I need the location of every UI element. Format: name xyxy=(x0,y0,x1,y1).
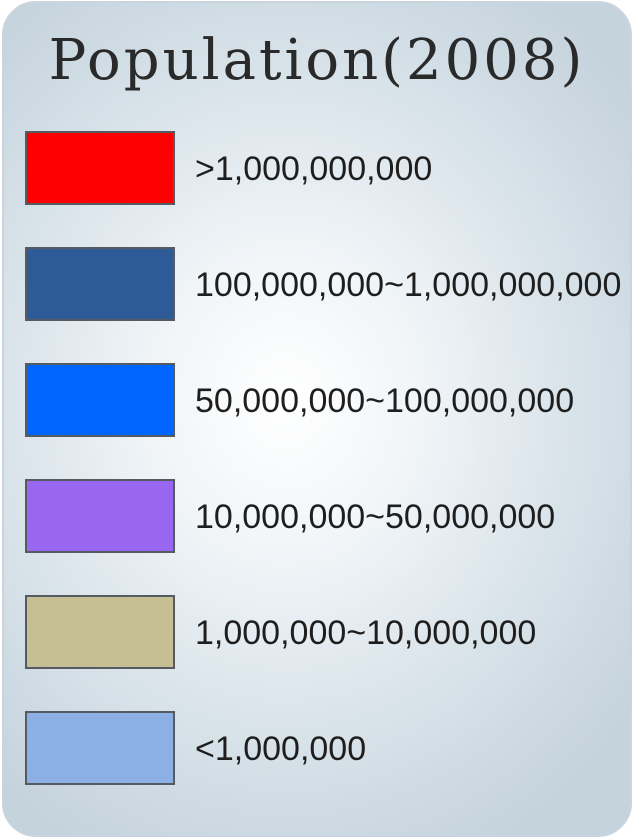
legend-swatch xyxy=(25,595,175,669)
legend-swatch xyxy=(25,363,175,437)
legend-range-label: <1,000,000 xyxy=(195,730,367,768)
legend-range-label: 1,000,000~10,000,000 xyxy=(195,614,537,652)
legend-swatch xyxy=(25,711,175,785)
legend-item-over-1b: >1,000,000,000 xyxy=(25,131,625,207)
legend-title: Population(2008) xyxy=(48,28,586,93)
legend-range-label: 100,000,000~1,000,000,000 xyxy=(195,266,622,304)
legend-item-100m-1b: 100,000,000~1,000,000,000 xyxy=(25,247,625,323)
legend-range-label: 50,000,000~100,000,000 xyxy=(195,382,575,420)
legend-item-1m-10m: 1,000,000~10,000,000 xyxy=(25,595,625,671)
legend-item-under-1m: <1,000,000 xyxy=(25,711,625,787)
legend-range-label: >1,000,000,000 xyxy=(195,150,433,188)
legend-swatch xyxy=(25,479,175,553)
legend-swatch xyxy=(25,247,175,321)
legend-item-50m-100m: 50,000,000~100,000,000 xyxy=(25,363,625,439)
legend-item-10m-50m: 10,000,000~50,000,000 xyxy=(25,479,625,555)
legend-range-label: 10,000,000~50,000,000 xyxy=(195,498,556,536)
legend-swatch xyxy=(25,131,175,205)
